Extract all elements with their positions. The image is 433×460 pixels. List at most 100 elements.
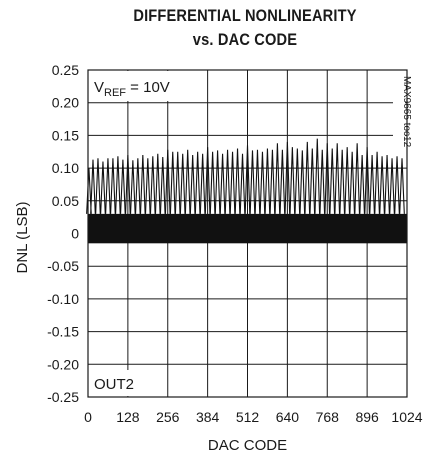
dnl-spike [314, 138, 321, 214]
dnl-spike [284, 141, 291, 214]
y-tick-label: -0.10 [47, 291, 79, 307]
vref-suffix: = 10V [126, 79, 170, 96]
dnl-spike [324, 143, 331, 214]
vref-subscript: REF [104, 87, 126, 99]
dnl-spike [125, 154, 131, 214]
dnl-spike [254, 149, 261, 214]
y-tick-label: 0.25 [52, 62, 79, 78]
y-tick-labels: 0.25 0.20 0.15 0.10 0.05 0 -0.05 -0.10 -0.15 -0.2… [47, 62, 79, 405]
dnl-spike [369, 154, 375, 214]
dnl-spike [229, 151, 236, 214]
dnl-spike [304, 141, 311, 214]
dnl-spike [115, 156, 121, 214]
dnl-spike [154, 153, 161, 214]
vref-annotation-box: VREF = 10V [89, 71, 175, 101]
dnl-spike [219, 153, 226, 214]
dnl-spike [184, 149, 191, 214]
dnl-spike [199, 153, 206, 214]
ref-code: MAX9665 toc12 [401, 76, 412, 148]
dnl-spike [110, 158, 116, 214]
dnl-spike [269, 149, 276, 214]
dnl-spike [189, 154, 196, 214]
output-annotation-box: OUT2 [89, 370, 140, 396]
dnl-spike [134, 158, 141, 214]
dnl-spike [349, 151, 356, 214]
dnl-spike [394, 156, 400, 214]
x-tick-label: 1024 [391, 409, 422, 425]
y-tick-label: 0 [71, 226, 79, 242]
x-tick-label: 128 [116, 409, 140, 425]
dnl-series [86, 138, 407, 244]
dnl-spike [209, 151, 216, 214]
dnl-spike [239, 153, 246, 214]
output-annotation: OUT2 [94, 376, 134, 393]
dnl-spike [319, 149, 326, 214]
dnl-spike [169, 151, 176, 214]
dnl-spike [105, 158, 111, 214]
dnl-spike [144, 158, 151, 214]
y-tick-label: 0.10 [52, 160, 79, 176]
plot-frame [87, 69, 408, 398]
chart-subtitle: vs. DAC CODE [192, 30, 298, 49]
dnl-spike [100, 161, 106, 214]
dnl-spike [354, 143, 361, 214]
ref-code-box: MAX9665 toc12 [393, 72, 412, 148]
dnl-spike [339, 149, 346, 214]
y-tick-label: 0.05 [52, 193, 79, 209]
dnl-spike [174, 151, 181, 214]
vref-prefix: V [94, 79, 104, 96]
y-axis-label: DNL (LSB) [14, 202, 31, 274]
x-tick-label: 256 [156, 409, 180, 425]
dnl-spike [309, 148, 316, 214]
dnl-spike [194, 151, 201, 214]
dnl-spike [139, 154, 146, 214]
dnl-spike [130, 160, 136, 214]
dnl-spike [234, 148, 241, 214]
dnl-spike [389, 158, 395, 214]
x-tick-label: 512 [236, 409, 260, 425]
x-tick-labels: 0 128 256 384 512 640 768 896 1024 [84, 409, 423, 425]
dnl-spike [164, 149, 171, 214]
dnl-spike [384, 154, 390, 214]
dnl-spike [249, 150, 256, 214]
x-tick-label: 640 [276, 409, 300, 425]
dnl-spike [204, 147, 211, 214]
dnl-spike [344, 147, 351, 214]
dnl-spike [264, 148, 271, 214]
chart-title: DIFFERENTIAL NONLINEARITY [133, 6, 357, 25]
y-tick-label: -0.25 [47, 389, 79, 405]
dnl-spike [379, 156, 385, 214]
x-tick-label: 768 [316, 409, 340, 425]
vref-annotation: VREF = 10V [94, 79, 170, 99]
x-tick-label: 0 [84, 409, 92, 425]
dnl-spike [214, 150, 221, 214]
dnl-spike [274, 143, 281, 214]
dnl-spike [179, 153, 186, 214]
dnl-baseline-band [88, 213, 407, 244]
dnl-spike [159, 156, 166, 214]
dnl-spike [149, 156, 156, 214]
dnl-spike [259, 151, 266, 214]
x-tick-label: 896 [355, 409, 379, 425]
dnl-spike [289, 147, 296, 214]
dnl-spike [299, 150, 306, 214]
dnl-spike [329, 148, 336, 214]
dnl-spike [334, 143, 341, 214]
dnl-spike [224, 149, 231, 214]
x-tick-label: 384 [196, 409, 220, 425]
dnl-spike [120, 159, 126, 214]
dnl-spike [364, 147, 370, 214]
dnl-spike [95, 158, 101, 214]
dnl-spike [90, 159, 96, 214]
y-tick-label: -0.05 [47, 258, 79, 274]
dnl-spike [399, 158, 405, 214]
y-tick-label: 0.20 [52, 95, 79, 111]
y-tick-label: -0.20 [47, 356, 79, 372]
y-tick-label: -0.15 [47, 324, 79, 340]
dnl-spike [374, 151, 380, 214]
dnl-spike [244, 145, 251, 214]
dnl-spike [294, 148, 301, 214]
x-axis-label: DAC CODE [208, 437, 287, 454]
dnl-spike [359, 154, 365, 214]
